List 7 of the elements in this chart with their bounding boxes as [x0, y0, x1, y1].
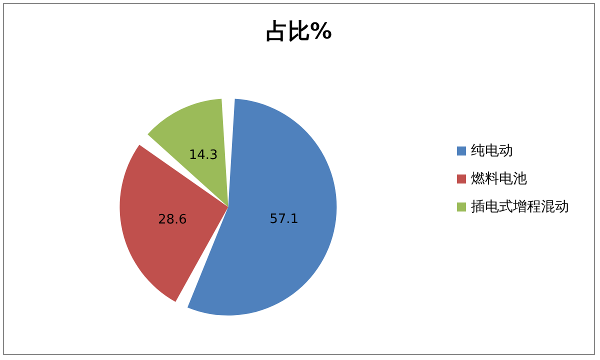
legend-label: 插电式增程混动 — [471, 199, 569, 215]
chart-title: 占比% — [266, 20, 332, 44]
data-label: 28.6 — [158, 212, 187, 228]
legend-label: 燃料电池 — [471, 171, 527, 187]
data-label: 57.1 — [270, 212, 299, 228]
data-label: 14.3 — [188, 148, 218, 163]
legend-label: 纯电动 — [471, 143, 513, 159]
